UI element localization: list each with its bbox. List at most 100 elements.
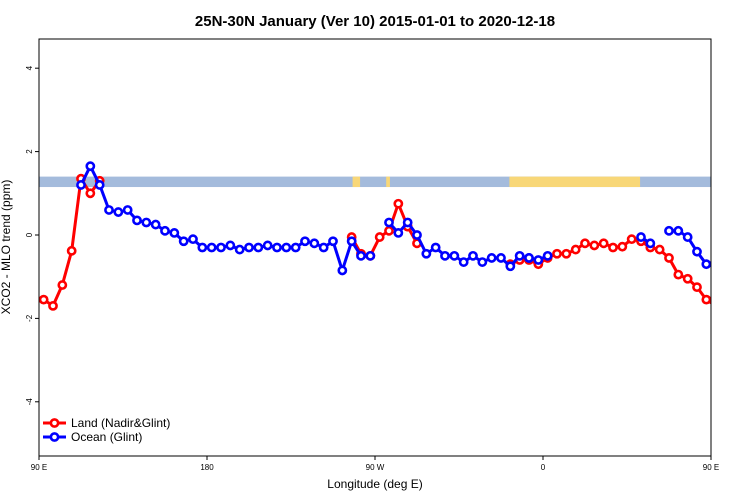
x-axis: 90 E 180 90 W 0 90 E [31,456,719,472]
data-point [150,219,161,230]
data-point [169,228,180,238]
y-tick-label: 0 [25,232,34,237]
data-point [318,242,329,253]
data-point [309,238,320,249]
data-point [66,245,77,256]
data-point [458,257,469,267]
legend-marker [49,432,60,442]
data-point [300,236,310,247]
data-point [721,281,728,288]
data-point [160,225,170,236]
data-point [244,242,254,253]
data-point [673,225,684,236]
data-point [477,257,488,267]
y-tick-label: 2 [25,149,34,154]
data-point [85,188,96,199]
data-point [701,294,711,305]
data-point [365,250,376,261]
data-point [664,225,674,236]
data-point [533,255,544,265]
x-tick-label: 90 E [703,463,719,472]
legend-label: Land (Nadir&Glint) [71,416,170,430]
data-point [281,242,292,253]
x-tick-label: 90 W [366,463,385,472]
data-point [608,242,618,253]
data-point [272,242,282,253]
data-point [682,273,693,284]
data-point [617,241,628,252]
data-point [421,248,432,259]
legend-label: Ocean (Glint) [71,430,142,444]
data-point [234,244,245,255]
data-point [141,217,152,228]
data-point [701,259,711,270]
data-point [731,247,738,254]
land-ocean-strip [39,176,711,188]
data-point [374,232,385,242]
series-line [387,221,530,268]
data-point [188,234,198,245]
data-point [636,232,646,242]
data-point [486,253,497,263]
chart-title: 25N-30N January (Ver 10) 2015-01-01 to 2… [195,13,555,30]
y-tick-label: 4 [25,65,34,70]
data-point [626,234,637,245]
data-point [384,225,394,236]
data-point [253,242,264,253]
data-point [740,175,747,182]
data-point [290,242,301,253]
legend: Land (Nadir&Glint)Ocean (Glint) [43,416,170,444]
data-point [262,240,273,251]
data-point [225,240,236,251]
data-point [589,240,600,251]
y-tick-label: -4 [25,398,34,406]
data-point [430,242,441,253]
data-point [449,250,460,261]
data-point [552,248,562,259]
data-point [122,205,133,215]
data-point [216,242,226,253]
legend-item: Land (Nadir&Glint) [43,416,170,430]
x-tick-label: 90 E [31,463,47,472]
data-point [337,265,348,276]
data-point [412,230,422,240]
data-point [39,294,49,305]
data-point [206,242,217,253]
data-point [524,253,534,263]
data-point [664,253,674,263]
land-strip-segment [386,176,390,188]
data-point [692,282,702,293]
data-point [505,261,516,272]
legend-marker [49,418,60,428]
data-point [468,250,478,261]
data-point [692,246,702,257]
data-point [384,217,394,228]
data-point [440,250,450,261]
data-point [48,300,58,311]
x-tick-label: 180 [200,463,214,472]
data-point [561,248,572,259]
data-point [402,217,413,228]
data-point [85,161,96,172]
data-point [542,250,553,261]
ocean-strip [39,176,711,188]
data-point [104,205,114,215]
series-ocean [76,161,711,276]
data-point [645,238,656,249]
y-axis: -4 -2 0 2 4 [25,65,39,405]
land-strip-segment [352,176,361,188]
data-point [346,236,357,247]
data-point [393,198,404,209]
y-tick-label: -2 [25,314,34,322]
data-point [710,304,711,308]
y-axis-label: XCO2 - MLO trend (ppm) [0,180,13,315]
data-point [197,242,208,253]
x-tick-label: 0 [541,463,546,472]
series-layer [39,161,747,311]
data-point [598,238,609,249]
data-point [673,269,684,280]
data-point [570,244,581,255]
data-point [328,236,338,247]
data-point [356,250,366,261]
